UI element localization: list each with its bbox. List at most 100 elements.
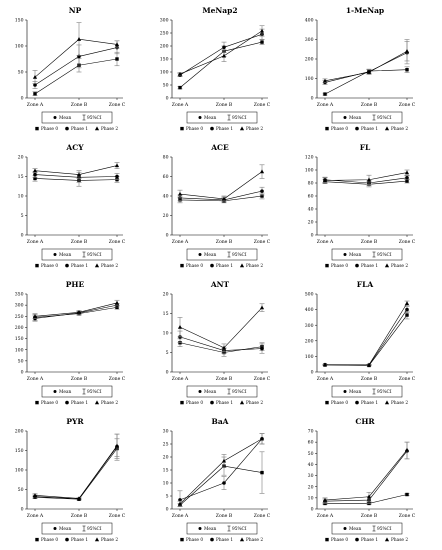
legend-phase-label: Phase 0 <box>331 538 348 543</box>
y-tick-label: 30 <box>163 429 169 435</box>
x-tick-label: Zone C <box>109 102 126 108</box>
series-phase-0-point <box>115 305 119 310</box>
x-tick-label: Zone C <box>109 513 126 519</box>
legend-mean-label: Mean <box>59 253 72 258</box>
x-tick-label: Zone C <box>399 102 416 108</box>
x-tick-label: Zone A <box>172 102 189 108</box>
series-phase-0-point <box>260 194 264 198</box>
legend-ci-label: 95%CI <box>87 253 102 258</box>
series-phase-2-point <box>259 28 265 33</box>
y-tick-label: 25 <box>163 442 169 448</box>
chart-panel-fla: FLA 0 100 200 300 400 500 Zone A Zone B Zone C Mea… <box>305 280 416 406</box>
legend-ci-label: 95%CI <box>377 253 392 258</box>
y-tick-label: 100 <box>305 168 314 174</box>
series-phase-2-point <box>259 436 265 441</box>
series-phase-2-point <box>177 324 183 329</box>
legend-ci-label: 95%CI <box>377 116 392 121</box>
series-phase-1-line <box>179 438 263 501</box>
legend-ci-label: 95%CI <box>87 527 102 532</box>
legend-phase-label: Phase 0 <box>41 538 58 543</box>
legend-ci-label: 95%CI <box>377 390 392 395</box>
y-tick-label: 0 <box>311 96 314 102</box>
series-phase-0-point <box>115 57 119 61</box>
y-tick-label: 0 <box>166 96 169 102</box>
legend-phase-label: Phase 2 <box>246 264 263 269</box>
legend-mean-label: Mean <box>349 116 362 121</box>
series-phase-2-line <box>324 303 408 366</box>
legend-square-icon <box>325 537 329 542</box>
series-phase-0-point <box>260 470 264 475</box>
y-tick-label: 0 <box>21 507 24 513</box>
y-tick-label: 200 <box>15 325 24 331</box>
series-phase-2-point <box>177 71 183 76</box>
series-phase-2-point <box>366 362 372 367</box>
series-phase-1-point <box>33 83 37 87</box>
chart-title: 1-MeNap <box>346 6 384 15</box>
legend-box <box>41 111 113 124</box>
legend-phase-label: Phase 2 <box>101 538 118 543</box>
x-tick-label: Zone A <box>172 239 189 245</box>
y-tick-label: 20 <box>18 155 24 161</box>
series-phase-2-point <box>177 501 183 506</box>
legend-triangle-icon <box>384 400 390 405</box>
x-tick-label: Zone B <box>216 102 233 108</box>
series-phase-1-point <box>405 176 409 180</box>
legend-box <box>41 385 113 398</box>
chart-panel-1-menap: 1-MeNap 0 100 200 300 400 Zone A Zone B Zone C Me… <box>305 6 416 132</box>
y-tick-label: 50 <box>18 487 24 493</box>
chart-title: PYR <box>66 417 84 426</box>
y-tick-label: 120 <box>305 155 314 161</box>
legend-phase-label: Phase 1 <box>361 538 378 543</box>
chart-title: PHE <box>66 280 85 289</box>
legend-circle-icon <box>65 400 69 405</box>
legend-mean-icon <box>343 253 347 256</box>
legend-square-icon <box>325 126 329 131</box>
legend-box <box>331 385 403 398</box>
series-phase-2-point <box>404 170 410 175</box>
y-tick-label: 0 <box>21 96 24 102</box>
chart-panel-chr: CHR 0 10 20 30 40 50 60 70 Zone A Zone B Zone C Mean… <box>308 417 416 543</box>
y-tick-label: 5 <box>21 213 24 219</box>
y-tick-label: 150 <box>15 336 24 342</box>
legend-square-icon <box>325 400 329 405</box>
y-tick-label: 250 <box>160 31 169 37</box>
y-tick-label: 100 <box>15 44 24 50</box>
series-phase-2-point <box>322 497 328 502</box>
y-tick-label: 300 <box>305 323 314 329</box>
legend-phase-label: Phase 1 <box>216 264 233 269</box>
series-phase-2-point <box>114 443 120 448</box>
y-tick-label: 70 <box>308 429 314 435</box>
series-phase-2-point <box>404 301 410 305</box>
y-tick-label: 0 <box>311 233 314 239</box>
series-phase-1-point <box>178 498 182 502</box>
series-phase-2-point <box>322 178 328 182</box>
series-phase-1-line <box>324 309 408 366</box>
series-phase-1-point <box>260 346 264 351</box>
series-phase-2-line <box>324 449 408 501</box>
series-phase-0-line <box>34 448 118 500</box>
y-tick-label: 0 <box>311 370 314 376</box>
legend-phase-label: Phase 0 <box>331 127 348 132</box>
series-phase-2-point <box>76 310 82 314</box>
x-tick-label: Zone B <box>361 239 378 245</box>
legend-mean-icon <box>343 527 347 530</box>
chart-title: CHR <box>355 417 375 426</box>
y-tick-label: 400 <box>305 18 314 24</box>
legend-phase-label: Phase 1 <box>71 127 88 132</box>
legend-mean-icon <box>198 390 202 393</box>
y-tick-label: 80 <box>308 181 314 187</box>
legend-triangle-icon <box>239 126 245 131</box>
y-tick-label: 15 <box>163 311 169 317</box>
y-tick-label: 200 <box>15 429 24 435</box>
legend-phase-label: Phase 0 <box>41 401 58 406</box>
y-tick-label: 100 <box>305 354 314 360</box>
series-phase-2-point <box>32 75 38 79</box>
y-tick-label: 50 <box>18 70 24 76</box>
y-tick-label: 0 <box>311 507 314 513</box>
legend-phase-label: Phase 0 <box>331 264 348 269</box>
x-tick-label: Zone C <box>254 239 271 245</box>
series-phase-2-point <box>76 37 82 41</box>
series-phase-0-point <box>323 92 327 96</box>
y-tick-label: 40 <box>163 194 169 200</box>
